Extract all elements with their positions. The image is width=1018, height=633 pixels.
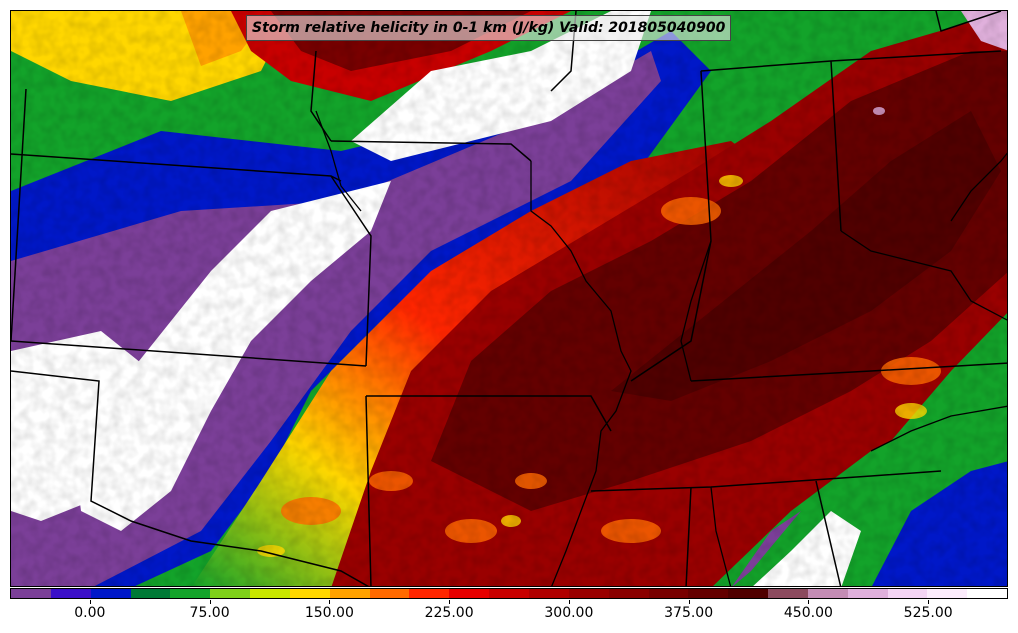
- colorbar-segment: [927, 589, 968, 598]
- colorbar-segment: [210, 589, 251, 598]
- colorbar-tick-label: 75.00: [189, 605, 230, 621]
- map-panel: [10, 10, 1008, 587]
- field-texture: [11, 11, 1007, 586]
- colorbar-tick: [928, 600, 930, 604]
- colorbar-tick: [568, 600, 570, 604]
- colorbar-segment: [90, 589, 131, 598]
- colorbar-tick-label: 375.00: [664, 605, 714, 621]
- colorbar-segment: [528, 589, 569, 598]
- colorbar-segment: [847, 589, 888, 598]
- colorbar-segment: [887, 589, 928, 598]
- colorbar-segment: [807, 589, 848, 598]
- colorbar-segment: [768, 589, 808, 598]
- helicity-map: [11, 11, 1007, 586]
- colorbar-segment: [568, 589, 609, 598]
- colorbar-segment: [130, 589, 171, 598]
- colorbar-tick: [329, 600, 331, 604]
- colorbar-segment: [648, 589, 689, 598]
- colorbar-tick-label: 300.00: [544, 605, 594, 621]
- colorbar-tick: [688, 600, 690, 604]
- colorbar-segment: [449, 589, 490, 598]
- colorbar-tick: [89, 600, 91, 604]
- colorbar-tick-label: 225.00: [424, 605, 474, 621]
- colorbar-segment: [608, 589, 649, 598]
- colorbar-segment: [329, 589, 370, 598]
- colorbar-segment: [50, 589, 91, 598]
- colorbar-segment: [688, 589, 729, 598]
- map-title: Storm relative helicity in 0-1 km (J/kg)…: [246, 15, 732, 41]
- colorbar-segment: [289, 589, 330, 598]
- river-boundaries: [315, 110, 1007, 586]
- colorbar: [10, 588, 1008, 599]
- colorbar-tick-label: 150.00: [304, 605, 354, 621]
- colorbar-tick-label: 450.00: [783, 605, 833, 621]
- colorbar-tick: [209, 600, 211, 604]
- colorbar-segment: [728, 589, 769, 598]
- colorbar-segment: [409, 589, 450, 598]
- state-boundaries: [11, 11, 1007, 586]
- colorbar-segment: [170, 589, 211, 598]
- colorbar-tick: [808, 600, 810, 604]
- colorbar-tick-label: 525.00: [903, 605, 953, 621]
- colorbar-segment: [489, 589, 529, 598]
- colorbar-segment: [369, 589, 410, 598]
- colorbar-segment: [967, 589, 1008, 598]
- colorbar-segment: [11, 589, 51, 598]
- colorbar-ticks: 0.00 75.00 150.00 225.00 300.00 375.00 450.00 5…: [10, 600, 1008, 630]
- colorbar-tick: [449, 600, 451, 604]
- colorbar-tick-label: 0.00: [74, 605, 106, 621]
- colorbar-segment: [250, 589, 290, 598]
